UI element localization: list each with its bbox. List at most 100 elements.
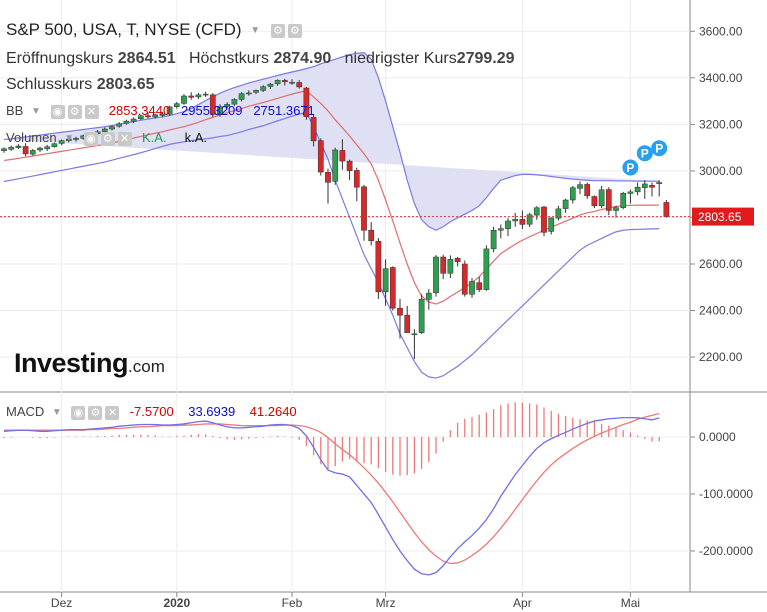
candle-body xyxy=(281,80,288,83)
bb-upper-value: 2955.3209 xyxy=(181,103,243,118)
candle-body xyxy=(58,140,65,144)
candle-body xyxy=(613,207,619,211)
bb-visibility-icon[interactable]: ◉ xyxy=(50,104,65,119)
candle-body xyxy=(15,145,22,148)
price-tick-label: 3000.00 xyxy=(699,164,743,178)
bb-dropdown-icon[interactable]: ▼ xyxy=(30,106,41,118)
volume-close-icon[interactable]: ✕ xyxy=(117,131,132,146)
candle-body xyxy=(461,263,468,295)
time-tick-label: Mrz xyxy=(376,596,396,610)
candle-body xyxy=(181,95,187,104)
time-tick-label: Apr xyxy=(513,596,532,610)
macd-dropdown-icon[interactable]: ▼ xyxy=(51,407,62,419)
candle-body xyxy=(202,93,209,96)
title-dropdown-icon[interactable]: ▼ xyxy=(250,25,261,37)
candle-body xyxy=(397,307,403,316)
bb-settings-icon[interactable]: ⚙ xyxy=(67,104,82,119)
candle-body xyxy=(447,259,454,274)
logo-suffix: .com xyxy=(128,357,165,376)
candle-body xyxy=(663,202,670,217)
candle-body xyxy=(137,115,144,120)
ohlc-line: Eröffnungskurs 2864.51 Höchstkurs 2874.9… xyxy=(6,50,515,68)
candle-body xyxy=(332,149,339,182)
candle-body xyxy=(411,333,418,336)
volume-value-1: K.A. xyxy=(141,130,167,145)
candle-body xyxy=(22,146,29,155)
volume-dropdown-icon[interactable]: ▼ xyxy=(64,133,75,145)
price-tick-label: 3200.00 xyxy=(699,117,743,131)
event-marker xyxy=(636,145,653,162)
bb-legend: BB ▼ ◉ ⚙ ✕ 2853.3440 2955.3209 2751.3671 xyxy=(6,103,315,119)
volume-visibility-icon[interactable]: ◉ xyxy=(83,131,98,146)
high-value: 2874.90 xyxy=(273,50,332,67)
candle-body xyxy=(361,186,367,231)
candle-body xyxy=(605,189,612,211)
candle-body xyxy=(519,219,526,225)
time-tick-label: 2020 xyxy=(163,596,190,610)
bb-close-icon[interactable]: ✕ xyxy=(84,104,99,119)
candle-body xyxy=(641,183,648,188)
candle-body xyxy=(145,115,151,118)
candle-body xyxy=(123,120,130,124)
investing-logo: Investing.com xyxy=(14,348,165,379)
macd-tick-label: -200.0000 xyxy=(699,544,753,558)
candle-body xyxy=(433,256,439,294)
bb-lower-value: 2751.3671 xyxy=(253,103,315,118)
macd-line-value: 33.6939 xyxy=(188,404,236,419)
candle-body xyxy=(389,267,396,309)
candle-body xyxy=(627,191,634,194)
price-tick-label: 2200.00 xyxy=(699,350,743,364)
macd-close-icon[interactable]: ✕ xyxy=(105,405,120,420)
event-marker-label: P xyxy=(655,142,663,156)
macd-visibility-icon[interactable]: ◉ xyxy=(71,405,86,420)
candle-body xyxy=(260,86,267,91)
gear-icon[interactable]: ⚙ xyxy=(287,23,302,38)
candle-body xyxy=(526,214,533,225)
bb-upper-line xyxy=(3,52,660,231)
candle-body xyxy=(29,150,36,155)
volume-settings-icon[interactable]: ⚙ xyxy=(100,131,115,146)
candle-body xyxy=(418,298,425,333)
candle-body xyxy=(490,230,497,250)
candle-body xyxy=(548,217,555,232)
instrument-title: S&P 500, USA, T, NYSE (CFD) ▼ ⚙ ⚙ xyxy=(6,20,305,40)
macd-label: MACD xyxy=(6,404,45,419)
candle-body xyxy=(224,104,231,107)
price-tick-label: 3600.00 xyxy=(699,24,743,38)
candle-body xyxy=(634,186,641,193)
candle-body xyxy=(166,106,173,115)
volume-value-2: k.A. xyxy=(184,130,208,145)
macd-legend: MACD ▼ ◉ ⚙ ✕ -7.5700 33.6939 41.2640 xyxy=(6,404,297,420)
event-marker xyxy=(622,159,639,176)
candle-body xyxy=(598,189,605,207)
candle-body xyxy=(555,208,562,219)
candle-body xyxy=(274,80,281,85)
candle-body xyxy=(289,81,295,84)
candle-body xyxy=(368,230,375,241)
candle-body xyxy=(159,113,166,116)
volume-label: Volumen xyxy=(6,130,57,145)
close-line: Schlusskurs 2803.65 xyxy=(6,76,155,94)
candle-body xyxy=(404,314,411,333)
candle-body xyxy=(505,220,511,229)
candle-body xyxy=(231,99,238,105)
open-label: Eröffnungskurs xyxy=(6,50,114,67)
bb-lower-line xyxy=(3,112,660,379)
instrument-name: S&P 500, USA, T, NYSE (CFD) xyxy=(6,20,242,39)
candle-body xyxy=(152,114,159,118)
candle-body xyxy=(584,184,591,197)
low-value: 2799.29 xyxy=(456,50,515,67)
candle-body xyxy=(245,92,252,95)
candle-body xyxy=(469,281,475,295)
candle-body xyxy=(8,146,15,150)
macd-line xyxy=(3,416,660,576)
candle-body xyxy=(109,126,115,130)
macd-settings-icon[interactable]: ⚙ xyxy=(88,405,103,420)
close-label: Schlusskurs xyxy=(6,76,93,93)
settings-icon[interactable]: ⚙ xyxy=(270,23,285,38)
candle-body xyxy=(116,123,123,127)
candle-body xyxy=(483,248,490,290)
candle-body xyxy=(44,146,51,150)
macd-tick-label: 0.0000 xyxy=(699,430,736,444)
